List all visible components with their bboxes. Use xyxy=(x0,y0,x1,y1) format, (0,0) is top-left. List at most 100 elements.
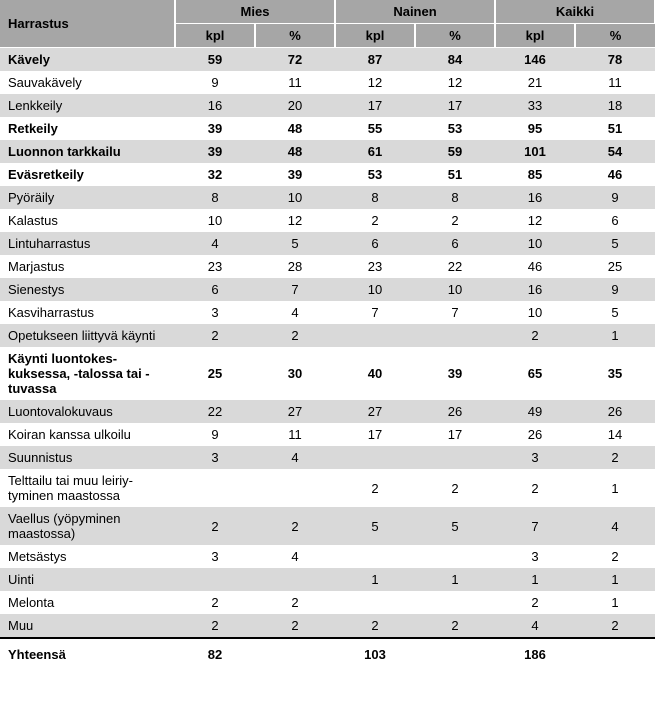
cell-mies-kpl: 16 xyxy=(175,94,255,117)
cell-kaikki-kpl: 33 xyxy=(495,94,575,117)
cell-kaikki-kpl: 3 xyxy=(495,545,575,568)
table-row: Sauvakävely91112122111 xyxy=(0,71,655,94)
cell-kaikki-pct: 26 xyxy=(575,400,655,423)
cell-kaikki-pct: 5 xyxy=(575,301,655,324)
cell-mies-pct: 28 xyxy=(255,255,335,278)
cell-nainen-kpl: 53 xyxy=(335,163,415,186)
cell-kaikki-pct: 5 xyxy=(575,232,655,255)
cell-nainen-pct xyxy=(415,324,495,347)
table-row: Luonnon tarkkailu3948615910154 xyxy=(0,140,655,163)
cell-mies-kpl: 39 xyxy=(175,140,255,163)
cell-kaikki-kpl: 4 xyxy=(495,614,575,638)
cell-nainen-pct: 10 xyxy=(415,278,495,301)
table-row: Retkeily394855539551 xyxy=(0,117,655,140)
cell-kaikki-pct: 2 xyxy=(575,446,655,469)
row-label: Koiran kanssa ulkoilu xyxy=(0,423,175,446)
cell-mies-pct: 48 xyxy=(255,117,335,140)
cell-kaikki-pct: 6 xyxy=(575,209,655,232)
cell-mies-kpl: 9 xyxy=(175,71,255,94)
cell-nainen-kpl: 10 xyxy=(335,278,415,301)
cell-nainen-pct: 17 xyxy=(415,423,495,446)
cell-mies-pct: 2 xyxy=(255,614,335,638)
cell-kaikki-kpl: 16 xyxy=(495,186,575,209)
row-label: Lenkkeily xyxy=(0,94,175,117)
cell-nainen-pct: 8 xyxy=(415,186,495,209)
table-row: Telttailu tai muu leiriy-tyminen maastos… xyxy=(0,469,655,507)
row-label: Kävely xyxy=(0,48,175,72)
cell-kaikki-pct: 18 xyxy=(575,94,655,117)
cell-mies-pct: 72 xyxy=(255,48,335,72)
cell-mies-pct xyxy=(255,568,335,591)
table-row: Vaellus (yöpyminen maastossa)225574 xyxy=(0,507,655,545)
cell-nainen-kpl: 1 xyxy=(335,568,415,591)
cell-nainen-pct: 12 xyxy=(415,71,495,94)
cell-nainen-pct: 53 xyxy=(415,117,495,140)
cell-mies-kpl: 3 xyxy=(175,301,255,324)
table-row: Käynti luontokes-kuksessa, -talossa tai … xyxy=(0,347,655,400)
cell-mies-kpl: 25 xyxy=(175,347,255,400)
row-label: Metsästys xyxy=(0,545,175,568)
table-row: Marjastus232823224625 xyxy=(0,255,655,278)
total-mies-kpl: 82 xyxy=(175,638,255,670)
header-group-kaikki: Kaikki xyxy=(495,0,655,24)
subheader-pct: % xyxy=(575,24,655,48)
table-row: Eväsretkeily323953518546 xyxy=(0,163,655,186)
table-header: Harrastus Mies Nainen Kaikki kpl % kpl %… xyxy=(0,0,655,48)
cell-mies-kpl: 2 xyxy=(175,591,255,614)
subheader-kpl: kpl xyxy=(175,24,255,48)
cell-nainen-kpl: 55 xyxy=(335,117,415,140)
header-group-nainen: Nainen xyxy=(335,0,495,24)
row-label: Melonta xyxy=(0,591,175,614)
cell-kaikki-pct: 1 xyxy=(575,568,655,591)
cell-kaikki-pct: 9 xyxy=(575,186,655,209)
cell-mies-kpl: 3 xyxy=(175,545,255,568)
cell-kaikki-kpl: 2 xyxy=(495,324,575,347)
cell-nainen-pct: 6 xyxy=(415,232,495,255)
total-kaikki-kpl: 186 xyxy=(495,638,575,670)
cell-kaikki-kpl: 101 xyxy=(495,140,575,163)
cell-nainen-kpl: 27 xyxy=(335,400,415,423)
cell-nainen-pct xyxy=(415,446,495,469)
total-nainen-pct xyxy=(415,638,495,670)
row-label: Pyöräily xyxy=(0,186,175,209)
cell-mies-kpl: 32 xyxy=(175,163,255,186)
cell-kaikki-pct: 54 xyxy=(575,140,655,163)
cell-nainen-pct: 51 xyxy=(415,163,495,186)
total-kaikki-pct xyxy=(575,638,655,670)
cell-kaikki-pct: 51 xyxy=(575,117,655,140)
table-row: Sienestys671010169 xyxy=(0,278,655,301)
activities-table: Harrastus Mies Nainen Kaikki kpl % kpl %… xyxy=(0,0,655,670)
cell-nainen-kpl: 6 xyxy=(335,232,415,255)
table-row: Lenkkeily162017173318 xyxy=(0,94,655,117)
row-label: Retkeily xyxy=(0,117,175,140)
cell-kaikki-pct: 2 xyxy=(575,545,655,568)
cell-nainen-kpl: 40 xyxy=(335,347,415,400)
cell-nainen-kpl: 7 xyxy=(335,301,415,324)
cell-kaikki-kpl: 146 xyxy=(495,48,575,72)
cell-mies-kpl: 2 xyxy=(175,614,255,638)
row-label: Vaellus (yöpyminen maastossa) xyxy=(0,507,175,545)
cell-nainen-pct: 84 xyxy=(415,48,495,72)
cell-nainen-kpl: 87 xyxy=(335,48,415,72)
cell-mies-pct: 39 xyxy=(255,163,335,186)
cell-mies-pct: 48 xyxy=(255,140,335,163)
cell-nainen-pct: 22 xyxy=(415,255,495,278)
cell-mies-pct: 5 xyxy=(255,232,335,255)
table-row: Opetukseen liittyvä käynti2221 xyxy=(0,324,655,347)
cell-mies-pct: 12 xyxy=(255,209,335,232)
cell-nainen-kpl: 2 xyxy=(335,614,415,638)
cell-nainen-pct xyxy=(415,545,495,568)
table-row: Koiran kanssa ulkoilu91117172614 xyxy=(0,423,655,446)
table-row: Melonta2221 xyxy=(0,591,655,614)
cell-nainen-kpl: 2 xyxy=(335,469,415,507)
row-label: Muu xyxy=(0,614,175,638)
cell-mies-kpl: 8 xyxy=(175,186,255,209)
row-label: Kalastus xyxy=(0,209,175,232)
cell-nainen-kpl xyxy=(335,324,415,347)
cell-nainen-pct: 59 xyxy=(415,140,495,163)
cell-mies-pct: 7 xyxy=(255,278,335,301)
cell-kaikki-pct: 25 xyxy=(575,255,655,278)
table-row: Uinti1111 xyxy=(0,568,655,591)
cell-mies-pct: 2 xyxy=(255,507,335,545)
total-nainen-kpl: 103 xyxy=(335,638,415,670)
